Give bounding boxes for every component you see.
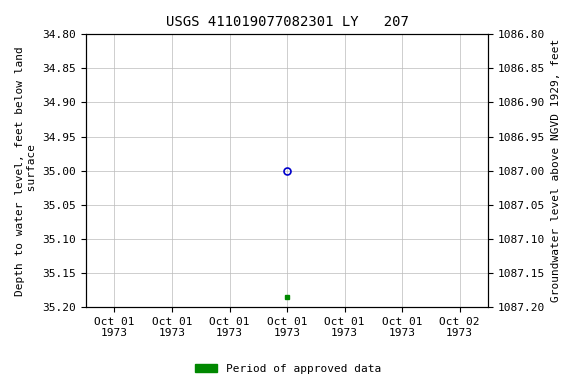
Title: USGS 411019077082301 LY   207: USGS 411019077082301 LY 207 bbox=[166, 15, 408, 29]
Y-axis label: Groundwater level above NGVD 1929, feet: Groundwater level above NGVD 1929, feet bbox=[551, 39, 561, 302]
Legend: Period of approved data: Period of approved data bbox=[191, 359, 385, 379]
Y-axis label: Depth to water level, feet below land
 surface: Depth to water level, feet below land su… bbox=[15, 46, 37, 296]
